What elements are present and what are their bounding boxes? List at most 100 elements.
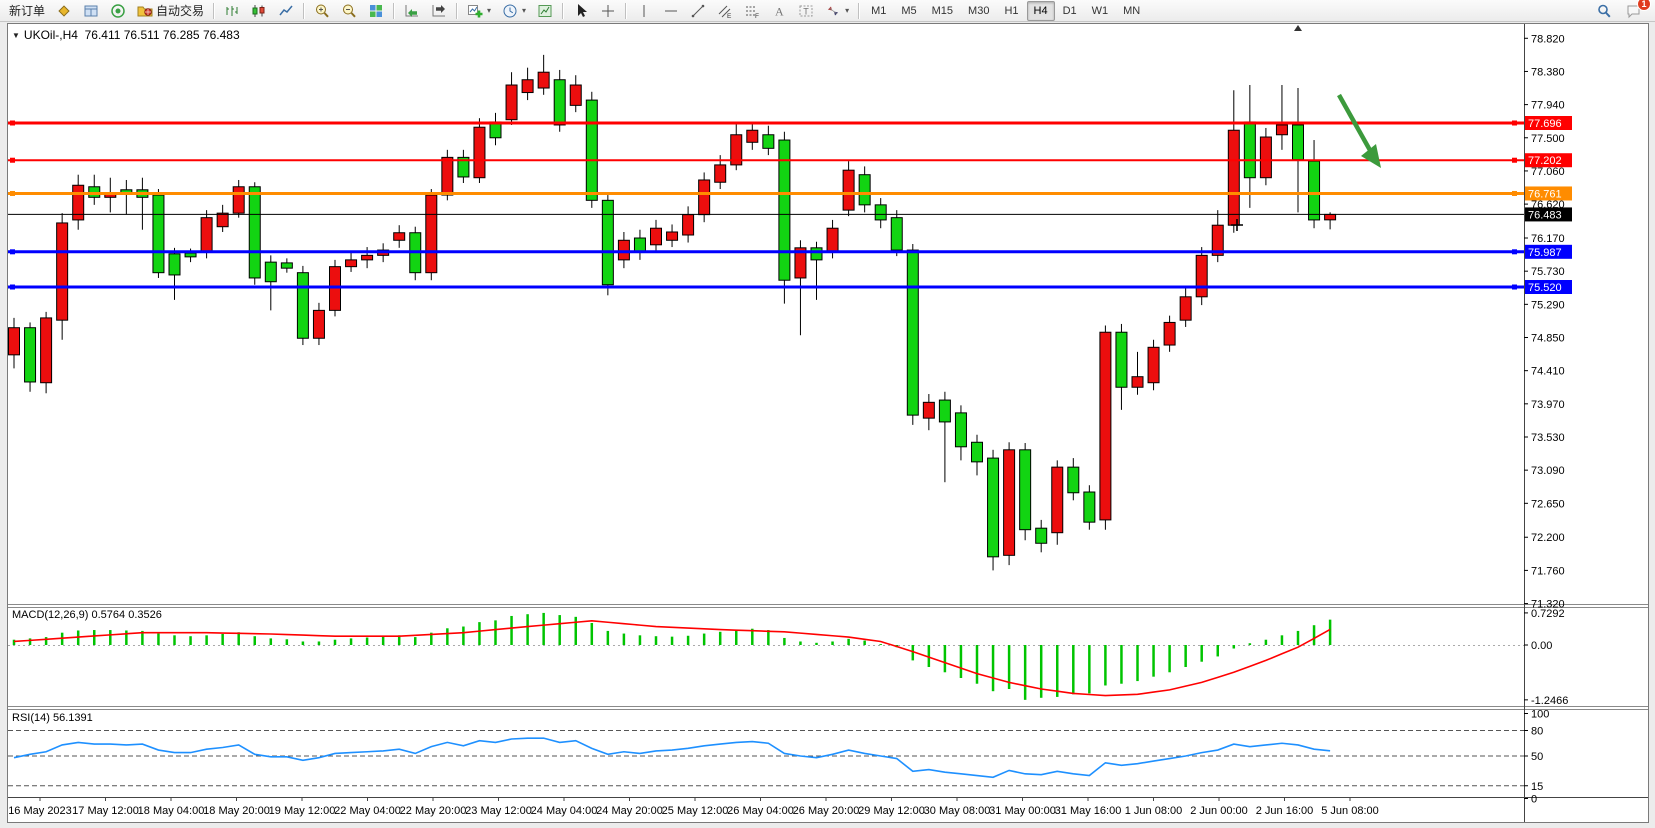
line-anchor — [10, 120, 15, 126]
linechart-icon — [278, 3, 294, 19]
timeframe-h1-button[interactable]: H1 — [1004, 4, 1019, 17]
price-scale[interactable]: 78.82078.38077.94077.50077.06076.62076.1… — [1524, 33, 1572, 611]
candlestick-chart-button[interactable] — [246, 0, 272, 22]
timeframe-m5-button[interactable]: M5 — [901, 4, 917, 17]
chart-shift-marker[interactable] — [1294, 25, 1302, 31]
candlestick — [1035, 527, 1048, 544]
new-order-button[interactable]: 新订单 — [4, 0, 50, 22]
candlestick — [971, 441, 983, 463]
time-axis-label: 19 May 12:00 — [269, 805, 336, 817]
vertical-line-button[interactable] — [631, 0, 657, 22]
price-level-badge-text: 75.987 — [1528, 247, 1562, 259]
rsi-axis-label: 100 — [1531, 709, 1549, 721]
candlestick — [184, 252, 197, 258]
zoom-in-button[interactable] — [309, 0, 335, 22]
candlestick — [441, 156, 454, 196]
crosshair-button[interactable] — [595, 0, 621, 22]
macd-pane[interactable]: 0.7292 0.00 -1.2466 — [8, 608, 1568, 707]
line-anchor — [1512, 157, 1517, 163]
indicator-plus-icon — [467, 3, 483, 19]
timeframe-m1-button[interactable]: M1 — [871, 4, 887, 17]
dropdown-arrow-icon[interactable]: ▾ — [845, 6, 850, 15]
zoom-out-button[interactable] — [336, 0, 362, 22]
candlestick — [666, 231, 679, 241]
arrows-button[interactable]: ▾ — [820, 0, 854, 22]
line-anchor — [1512, 190, 1517, 196]
timeframe-d1-button[interactable]: D1 — [1062, 4, 1077, 17]
candlestick — [8, 327, 20, 356]
svg-text:E: E — [727, 13, 732, 19]
candlestick — [890, 217, 903, 251]
search-button[interactable] — [1591, 0, 1617, 22]
zoom-in-icon — [314, 3, 330, 19]
price-level-badge-text: 77.202 — [1528, 155, 1562, 167]
periods-button[interactable]: ▾ — [497, 0, 531, 22]
channel-button[interactable]: E — [712, 0, 738, 22]
price-axis-label: 75.290 — [1531, 299, 1565, 311]
candlestick — [746, 129, 759, 143]
market-watch-button[interactable] — [51, 0, 77, 22]
candlestick — [698, 179, 711, 216]
notifications-button[interactable]: 1 — [1621, 0, 1651, 22]
macd-axis-label: 0.00 — [1531, 640, 1552, 652]
clock-icon — [502, 3, 518, 19]
time-axis-label: 18 May 04:00 — [138, 805, 205, 817]
autotrading-button[interactable]: 自动交易 — [132, 0, 209, 22]
candlestick — [152, 194, 165, 274]
candlestick — [425, 194, 438, 274]
tile-windows-button[interactable] — [363, 0, 389, 22]
price-axis-label: 73.530 — [1531, 432, 1565, 444]
candlestick — [1131, 376, 1144, 388]
price-level-badge-text: 76.761 — [1528, 188, 1562, 200]
price-level-badge-text: 77.696 — [1528, 118, 1562, 130]
bar-chart-button[interactable] — [219, 0, 245, 22]
timeframe-m30-button[interactable]: M30 — [968, 4, 990, 17]
data-window-button[interactable] — [78, 0, 104, 22]
candlestick — [1067, 466, 1080, 494]
drawn-arrow[interactable] — [1337, 93, 1373, 154]
autoscroll-icon — [404, 3, 420, 19]
trendline-icon — [690, 3, 706, 19]
line-anchor — [1512, 284, 1517, 290]
indicators-button[interactable]: ▾ — [462, 0, 496, 22]
cursor-icon — [573, 3, 589, 19]
rsi-pane[interactable]: 100 80 50 150 — [8, 709, 1549, 806]
time-axis-label: 29 May 12:00 — [858, 805, 925, 817]
macd-axis-label: 0.7292 — [1531, 608, 1565, 620]
time-axis-label: 5 Jun 08:00 — [1321, 805, 1379, 817]
candlestick — [232, 186, 245, 214]
timeframe-m15-button[interactable]: M15 — [931, 4, 954, 17]
line-chart-button[interactable] — [273, 0, 299, 22]
price-level-badge — [1525, 186, 1572, 201]
dropdown-arrow-icon[interactable]: ▾ — [487, 6, 492, 15]
chevron-down-icon[interactable]: ▼ — [12, 31, 20, 40]
price-axis-label: 72.200 — [1531, 532, 1565, 544]
timeframe-h4-button[interactable]: H4 — [1026, 0, 1055, 21]
candlestick — [778, 139, 791, 281]
trendline-button[interactable] — [685, 0, 711, 22]
candlestick — [553, 79, 566, 126]
cursor-button[interactable] — [568, 0, 594, 22]
strategy-tester-button[interactable] — [105, 0, 131, 22]
horizontal-line-button[interactable] — [658, 0, 684, 22]
fibonacci-button[interactable]: F — [739, 0, 765, 22]
text-label-button[interactable]: T — [793, 0, 819, 22]
toolbar-separator — [562, 2, 565, 19]
candlestick — [714, 164, 727, 183]
text-button[interactable]: A — [766, 0, 792, 22]
main-chart-pane[interactable] — [8, 25, 1524, 571]
price-axis-label: 77.940 — [1531, 100, 1565, 112]
candlestick — [842, 169, 855, 211]
dropdown-arrow-icon[interactable]: ▾ — [522, 6, 527, 15]
candlestick — [826, 227, 839, 253]
cross-marker[interactable] — [1231, 219, 1243, 231]
timeframe-w1-button[interactable]: W1 — [1091, 4, 1109, 17]
templates-button[interactable] — [532, 0, 558, 22]
auto-scroll-button[interactable] — [399, 0, 425, 22]
chart-background[interactable] — [8, 24, 1648, 822]
chart-shift-button[interactable] — [426, 0, 452, 22]
timeframe-mn-button[interactable]: MN — [1123, 4, 1141, 17]
price-axis-label: 73.970 — [1531, 399, 1565, 411]
